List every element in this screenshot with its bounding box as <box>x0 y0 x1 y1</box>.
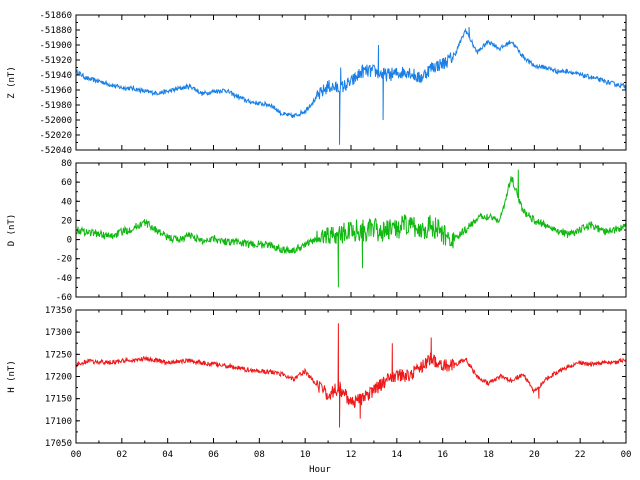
h-ytick-label: 17050 <box>45 439 72 449</box>
h-ytick-label: 17200 <box>45 373 72 383</box>
z-plot-frame <box>75 14 627 151</box>
z-ytick-label: -51940 <box>39 71 72 81</box>
xtick-label: 10 <box>300 450 311 460</box>
d-ytick-label: -20 <box>56 255 72 265</box>
z-y-axis-label: Z (nT) <box>7 66 17 99</box>
xtick-label: 08 <box>254 450 265 460</box>
xtick-label: 00 <box>621 450 632 460</box>
z-ytick-label: -52000 <box>39 116 72 126</box>
d-ytick-label: 20 <box>61 216 72 226</box>
d-ytick-label: -40 <box>56 274 72 284</box>
h-series-line <box>75 323 627 428</box>
z-ytick-label: -51860 <box>39 11 72 21</box>
h-ytick-label: 17250 <box>45 350 72 360</box>
panel-d: 80 60 40 20 0 -20 -40 -60 D (nT) <box>7 159 627 303</box>
h-y-axis-label: H (nT) <box>7 360 17 393</box>
d-series-line <box>75 169 627 288</box>
z-ytick-label: -52020 <box>39 131 72 141</box>
d-ytick-label: 0 <box>67 236 72 246</box>
d-ytick-label: -60 <box>56 293 72 303</box>
x-axis-label: Hour <box>309 465 331 475</box>
d-ytick-label: 80 <box>61 159 72 169</box>
z-ytick-label: -51920 <box>39 56 72 66</box>
h-ytick-label: 17150 <box>45 395 72 405</box>
z-ytick-label: -51980 <box>39 101 72 111</box>
z-ytick-label: -51880 <box>39 26 72 36</box>
h-plot-frame <box>75 309 627 444</box>
h-ytick-label: 17350 <box>45 306 72 316</box>
xtick-label: 06 <box>208 450 219 460</box>
xtick-label: 16 <box>437 450 448 460</box>
xtick-label: 18 <box>483 450 494 460</box>
d-y-axis-label: D (nT) <box>7 214 17 247</box>
z-ytick-label: -52040 <box>39 146 72 156</box>
z-ytick-label: -51900 <box>39 41 72 51</box>
xtick-label: 22 <box>575 450 586 460</box>
xtick-label: 04 <box>162 450 173 460</box>
panel-h: 17350 17300 17250 17200 17150 17100 17050 H (nT… <box>7 306 627 449</box>
panel-z: -51860 -51880 -51900 -51920 -51940 -51960 -519… <box>7 11 627 156</box>
xtick-label: 12 <box>346 450 357 460</box>
z-series-line <box>75 26 627 145</box>
xtick-label: 20 <box>529 450 540 460</box>
d-ytick-label: 60 <box>61 178 72 188</box>
z-ytick-label: -51960 <box>39 86 72 96</box>
xtick-label: 00 <box>71 450 82 460</box>
d-ytick-label: 40 <box>61 197 72 207</box>
h-ytick-label: 17300 <box>45 328 72 338</box>
h-ytick-label: 17100 <box>45 417 72 427</box>
xtick-label: 14 <box>391 450 402 460</box>
xtick-label: 02 <box>116 450 127 460</box>
